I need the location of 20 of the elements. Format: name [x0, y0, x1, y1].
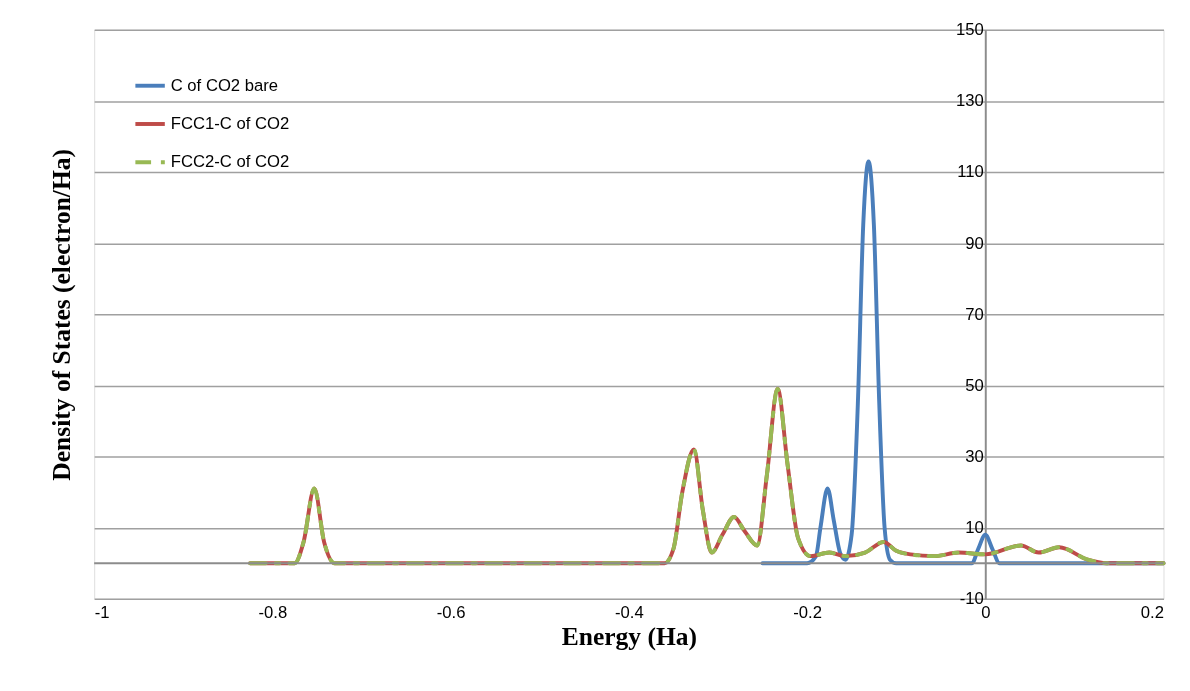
x-axis-title: Energy (Ha) [561, 622, 697, 652]
x-tick-label: 0 [981, 602, 991, 622]
y-tick-label: 70 [965, 304, 984, 324]
y-tick-label: 150 [956, 20, 984, 40]
y-tick-label: 90 [965, 233, 984, 253]
x-tick-label: -0.6 [436, 602, 466, 622]
y-tick-label: 50 [965, 375, 984, 395]
y-tick-label: 130 [956, 91, 984, 111]
x-tick-label: -1 [94, 602, 110, 622]
y-tick-label: 110 [957, 162, 984, 182]
legend-label: C of CO2 bare [170, 75, 279, 95]
y-tick-label: 10 [965, 518, 984, 538]
y-axis-title: Density of States (electron/Ha) [47, 148, 77, 481]
y-tick-label: 30 [965, 446, 984, 466]
x-tick-label: -0.4 [614, 602, 644, 622]
x-tick-label: -0.2 [793, 602, 822, 622]
legend-label: FCC1-C of CO2 [170, 113, 290, 133]
x-tick-label: -0.8 [258, 602, 288, 622]
x-tick-label: 0.2 [1140, 602, 1164, 622]
legend-label: FCC2-C of CO2 [170, 152, 290, 172]
